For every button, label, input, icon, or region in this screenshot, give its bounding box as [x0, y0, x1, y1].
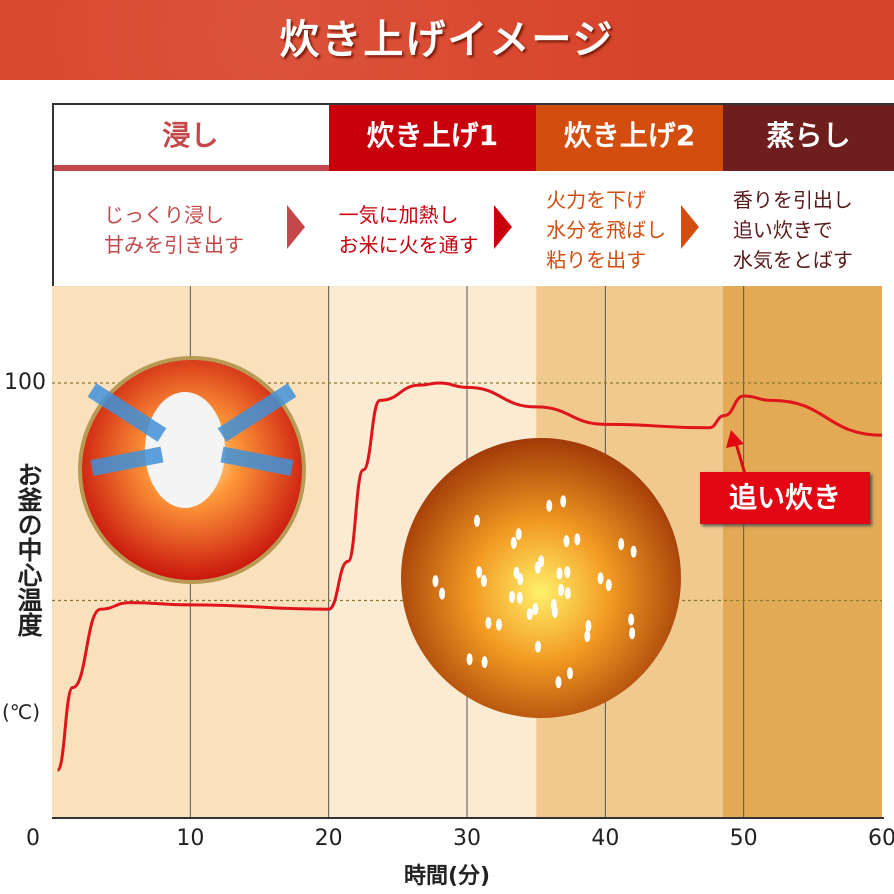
rice-grain-icon [584, 630, 591, 643]
rice-grain-icon [563, 535, 570, 548]
rice-grain-icon [546, 499, 553, 512]
x-tick-label: 40 [591, 826, 620, 851]
next-stage-arrow-icon [286, 205, 305, 249]
rice-grain-icon [538, 555, 545, 568]
boiling-pot-illustration-icon [401, 438, 681, 718]
rice-grain-icon [439, 587, 446, 600]
stage-description-line: 粘りを出す [546, 248, 647, 272]
rice-grain-icon [510, 536, 517, 549]
x-tick-label: 10 [176, 826, 205, 851]
callout-arrowhead-icon [726, 430, 744, 448]
rice-grain-icon [566, 667, 573, 680]
rice-grain-icon [558, 584, 564, 596]
stage-description: 一気に加熱し お米に火を通す [339, 176, 479, 284]
rice-grain-icon [535, 640, 542, 653]
water-arrow-icon [87, 383, 167, 442]
rice-grain-icon [564, 566, 571, 579]
rice-grain-icon [515, 528, 522, 541]
stage-description: 火力を下げ水分を飛ばし 粘りを出す [546, 176, 666, 284]
next-stage-arrow-icon [680, 205, 699, 249]
stage-description-line: 一気に加熱し [338, 203, 459, 227]
stage-description-line: 火力を下げ [546, 188, 647, 212]
water-arrow-icon [217, 383, 297, 442]
rice-grain-icon [630, 545, 637, 558]
x-tick-label: 60 [868, 826, 894, 851]
rice-grain-icon [560, 495, 567, 508]
rice-grain-icon [526, 608, 533, 621]
rice-grain-icon [532, 603, 539, 616]
stage-header: 炊き上げ2 [536, 103, 723, 171]
oikidaki-callout: 追い炊き [700, 472, 870, 524]
stage-description: 香りを引出し 追い炊きで水気をとばす [733, 176, 853, 284]
stage-description-line: 水気をとばす [732, 248, 853, 272]
rice-grain-icon [476, 566, 483, 579]
rice-grain-icon [508, 590, 515, 603]
stage-description: じっくり浸し 甘みを引き出す [104, 176, 244, 284]
rice-grain-icon [145, 392, 225, 508]
stage-description-line: お米に火を通す [338, 233, 479, 257]
x-tick-label: 20 [314, 826, 343, 851]
temperature-curve [56, 381, 883, 772]
rice-grain-icon [618, 538, 625, 551]
x-axis-label: 時間(分) [403, 864, 491, 889]
callout-arrow-icon [733, 439, 747, 475]
rice-grain-icon [551, 605, 558, 618]
rice-grain-icon [585, 619, 592, 632]
rice-grain-icon [564, 587, 571, 600]
y-axis-label: お釜の中心温度 [14, 462, 43, 637]
page-title: 炊き上げイメージ [0, 0, 894, 80]
x-tick-label: 50 [729, 826, 758, 851]
rice-grain-icon [555, 676, 562, 689]
rice-grain-icon [597, 572, 604, 585]
rice-grain-icon [480, 574, 487, 587]
rice-grain-icon [605, 579, 612, 592]
rice-grain-icon [473, 514, 480, 527]
next-stage-arrow-icon [494, 205, 513, 249]
rice-grain-icon [516, 591, 523, 604]
x-tick-label: 30 [453, 826, 481, 851]
stage-header: 浸し [52, 103, 329, 171]
water-arrow-icon [90, 446, 164, 476]
water-arrow-icon [220, 446, 294, 476]
x-tick-label: 0 [26, 826, 40, 851]
stage-description-line: じっくり浸し [104, 203, 224, 227]
stage-header: 蒸らし [722, 103, 894, 171]
y-axis-unit: (℃) [2, 700, 41, 724]
rice-grain-icon [432, 575, 439, 588]
rice-grain-icon [495, 618, 502, 631]
rice-grain-icon [629, 627, 636, 640]
rice-grain-icon [481, 656, 488, 669]
stage-band [722, 286, 882, 818]
stage-description-line: 甘みを引き出す [104, 233, 244, 257]
rice-grain-icon [513, 566, 520, 579]
rice-grain-icon [556, 567, 563, 580]
rice-grain-icon [485, 616, 492, 629]
y-tick-100: 100 [4, 370, 46, 395]
rice-grain-icon [574, 533, 581, 546]
stage-description-line: 追い炊きで [732, 218, 833, 242]
rice-grain-icon [628, 613, 635, 626]
stage-header: 炊き上げ1 [328, 103, 537, 171]
rice-grain-icon [466, 653, 473, 666]
stage-description-line: 水分を飛ばし [546, 218, 667, 242]
stage-description-line: 香りを引出し [732, 188, 853, 212]
